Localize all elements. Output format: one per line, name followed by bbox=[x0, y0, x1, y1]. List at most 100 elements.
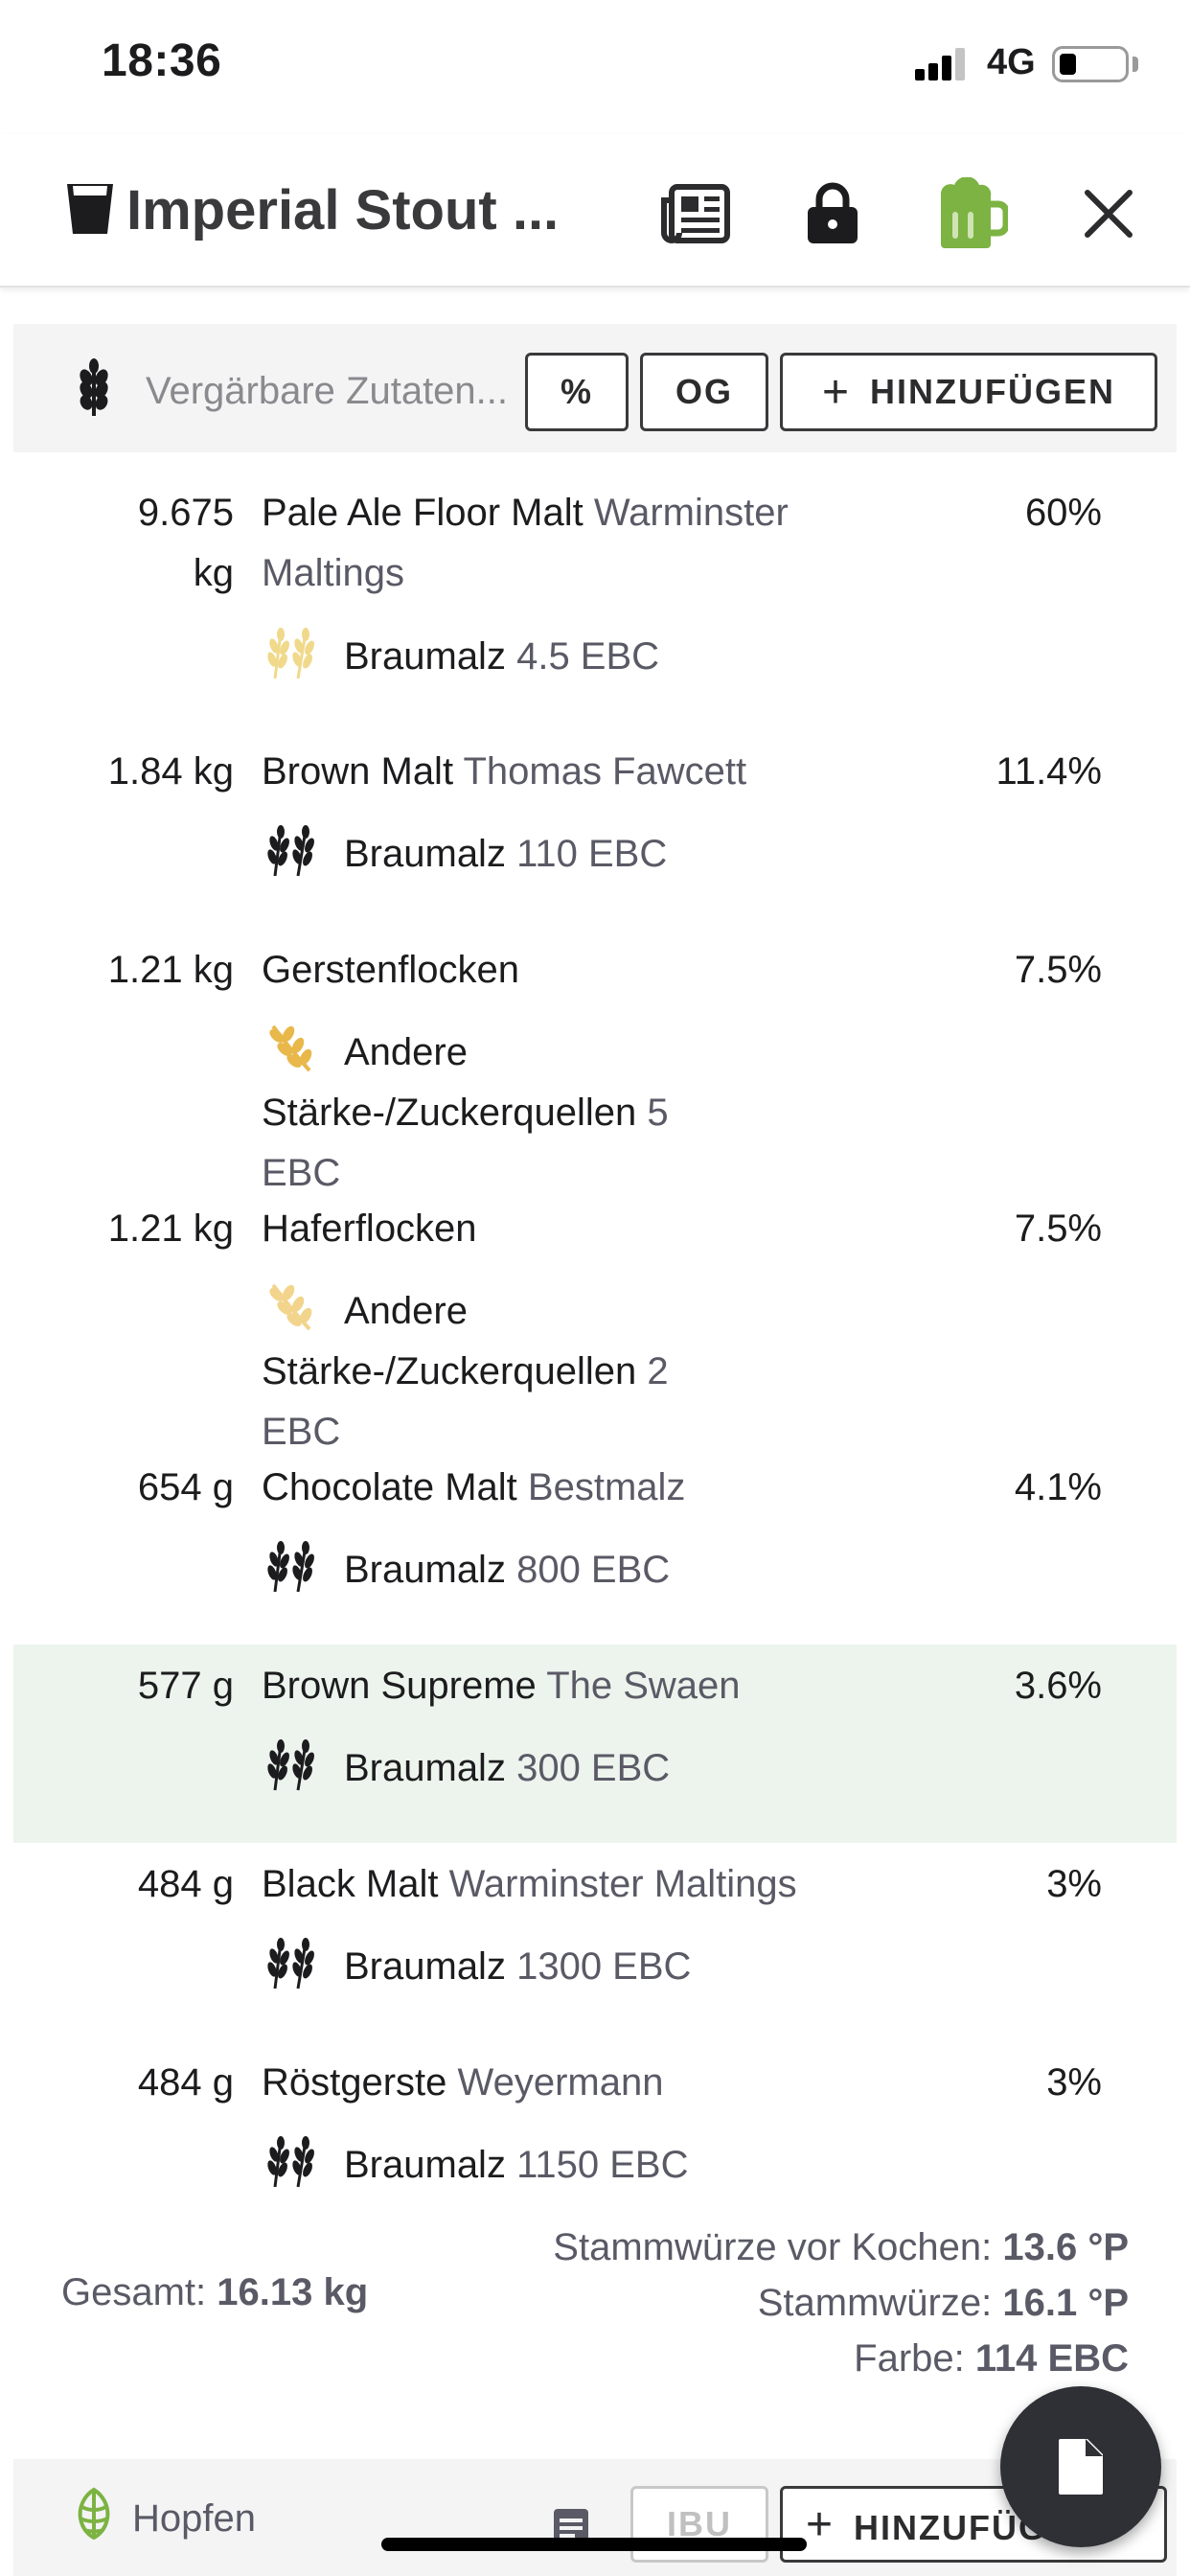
lock-button[interactable] bbox=[790, 171, 876, 257]
fermentable-row[interactable]: 1.21 kg Haferflocken 7.5% Andere Stärke-… bbox=[0, 1187, 1190, 1453]
fermentable-type: Braumalz bbox=[344, 1747, 506, 1789]
fermentable-type: Braumalz bbox=[344, 1945, 506, 1988]
fermentable-name-line: Black Malt Warminster Maltings bbox=[262, 1854, 856, 1915]
fermentable-percent: 7.5% bbox=[1014, 1208, 1102, 1250]
battery-tip bbox=[1133, 57, 1138, 72]
brew-button[interactable] bbox=[927, 171, 1014, 257]
fermentable-row[interactable]: 9.675 kg Pale Ale Floor Malt Warminster M… bbox=[0, 472, 1190, 730]
gravity-summary: Stammwürze vor Kochen: 13.6 °P Stammwürz… bbox=[553, 2220, 1129, 2386]
total-label: Gesamt: bbox=[61, 2271, 207, 2313]
fermentable-color: 800 EBC bbox=[516, 1549, 671, 1591]
close-button[interactable] bbox=[1065, 171, 1152, 257]
network-type: 4G bbox=[987, 42, 1036, 82]
ibu-button[interactable]: IBU bbox=[630, 2486, 768, 2563]
fermentable-amount: 654 g bbox=[137, 1466, 234, 1508]
fermentable-supplier: Thomas Fawcett bbox=[463, 750, 747, 793]
fermentable-row[interactable]: 484 g Röstgerste Weyermann 3% bbox=[0, 2041, 1190, 2233]
fermentable-color: 1300 EBC bbox=[516, 1945, 692, 1988]
plus-icon: + bbox=[806, 2498, 834, 2550]
fermentable-row[interactable]: 484 g Black Malt Warminster Maltings 3% bbox=[0, 1843, 1190, 2041]
fermentable-color: 110 EBC bbox=[516, 833, 668, 875]
fermentable-name-line: Brown Malt Thomas Fawcett bbox=[262, 742, 856, 802]
fermentable-amount: 9.675 kg bbox=[137, 492, 234, 594]
pre-boil-value: 13.6 °P bbox=[1002, 2226, 1129, 2268]
fermentable-amount: 484 g bbox=[137, 2061, 234, 2104]
fermentable-name-line: Brown Supreme The Swaen bbox=[262, 1656, 856, 1716]
fermentable-type-line: Braumalz 1300 EBC bbox=[262, 1935, 856, 1997]
pre-boil-label: Stammwürze vor Kochen: bbox=[553, 2226, 993, 2268]
fermentable-type-line: Braumalz 300 EBC bbox=[262, 1736, 856, 1799]
battery-icon bbox=[1052, 46, 1129, 82]
document-fab[interactable] bbox=[1000, 2386, 1161, 2547]
fermentable-row[interactable]: 654 g Chocolate Malt Bestmalz 4.1% bbox=[0, 1446, 1190, 1644]
fermentable-percent: 7.5% bbox=[1014, 949, 1102, 991]
fermentable-row[interactable]: 1.84 kg Brown Malt Thomas Fawcett 11.4% bbox=[0, 730, 1190, 929]
fermentable-percent: 11.4% bbox=[995, 750, 1102, 793]
lock-icon bbox=[808, 182, 858, 243]
fermentable-color: 300 EBC bbox=[516, 1747, 671, 1789]
fermentable-supplier: Warminster Maltings bbox=[448, 1863, 797, 1905]
document-icon bbox=[1059, 2439, 1103, 2495]
wheat-dark-icon bbox=[267, 1541, 314, 1593]
notes-button[interactable] bbox=[652, 171, 738, 257]
percent-button[interactable]: % bbox=[525, 353, 629, 431]
recipe-title[interactable]: Imperial Stout ... bbox=[126, 179, 560, 242]
wheat-dark-icon bbox=[267, 1938, 314, 1990]
fermentable-name: Haferflocken bbox=[262, 1208, 477, 1250]
fermentable-percent: 60% bbox=[1024, 492, 1102, 534]
app-bar: Imperial Stout ... bbox=[0, 134, 1190, 288]
fermentable-type-line: Braumalz 4.5 EBC bbox=[262, 625, 856, 687]
fermentable-type: Braumalz bbox=[344, 833, 506, 875]
fermentable-amount: 1.21 kg bbox=[107, 949, 234, 991]
hop-icon bbox=[78, 2487, 110, 2540]
fermentable-type-line: Braumalz 110 EBC bbox=[262, 822, 856, 885]
fermentable-name-line: Haferflocken bbox=[262, 1199, 856, 1259]
fermentable-type-line: Andere Stärke-/Zuckerquellen 2 EBC bbox=[262, 1279, 702, 1462]
fermentable-supplier: Weyermann bbox=[457, 2061, 664, 2104]
fermentables-toolbar: % OG + HINZUFÜGEN bbox=[13, 324, 1177, 452]
fermentable-amount: 1.21 kg bbox=[107, 1208, 234, 1250]
close-icon bbox=[1085, 190, 1133, 238]
fermentable-name: Brown Malt bbox=[262, 750, 454, 793]
fermentable-color: 4.5 EBC bbox=[516, 635, 660, 678]
og-button[interactable]: OG bbox=[640, 353, 768, 431]
fermentable-name-line: Röstgerste Weyermann bbox=[262, 2053, 856, 2113]
wheat-pale-icon bbox=[267, 628, 314, 679]
fermentable-name-line: Gerstenflocken bbox=[262, 940, 856, 1000]
color-label: Farbe: bbox=[854, 2337, 965, 2380]
wheat-dark-icon bbox=[267, 825, 314, 877]
wheat-dark-icon bbox=[267, 1739, 314, 1791]
add-fermentable-button[interactable]: + HINZUFÜGEN bbox=[780, 353, 1157, 431]
fermentable-type: Braumalz bbox=[344, 1549, 506, 1591]
fermentable-row[interactable]: 1.21 kg Gerstenflocken 7.5% Andere Stärk… bbox=[0, 929, 1190, 1194]
fermentable-type-line: Andere Stärke-/Zuckerquellen 5 EBC bbox=[262, 1021, 702, 1204]
fermentable-color: 5 EBC bbox=[262, 1092, 669, 1194]
fermentable-type: Braumalz bbox=[344, 635, 506, 678]
fermentable-supplier: The Swaen bbox=[546, 1665, 741, 1707]
fermentable-type-line: Braumalz 800 EBC bbox=[262, 1538, 856, 1600]
fermentable-name: Chocolate Malt bbox=[262, 1466, 517, 1508]
wheat-icon bbox=[80, 358, 108, 416]
pre-boil-gravity: Stammwürze vor Kochen: 13.6 °P bbox=[553, 2220, 1129, 2275]
fermentable-name: Gerstenflocken bbox=[262, 949, 520, 991]
fermentable-supplier: Warminster Maltings bbox=[262, 492, 789, 594]
signal-icon bbox=[915, 48, 973, 80]
fermentable-amount: 577 g bbox=[137, 1665, 234, 1707]
beer-glass-icon bbox=[67, 184, 113, 234]
fermentable-percent: 3% bbox=[1046, 2061, 1102, 2104]
grain-sprig-icon bbox=[269, 1024, 312, 1072]
fermentable-row-selected[interactable]: 577 g Brown Supreme The Swaen 3.6% bbox=[13, 1644, 1177, 1843]
fermentable-name: Brown Supreme bbox=[262, 1665, 537, 1707]
add-fermentable-label: HINZUFÜGEN bbox=[870, 372, 1116, 411]
fermentable-percent: 3% bbox=[1046, 1863, 1102, 1905]
original-gravity: Stammwürze: 16.1 °P bbox=[553, 2275, 1129, 2331]
fermentable-color: 2 EBC bbox=[262, 1350, 669, 1453]
fermentable-color: 1150 EBC bbox=[516, 2144, 689, 2186]
fermentable-name: Röstgerste bbox=[262, 2061, 447, 2104]
grain-sprig-icon bbox=[269, 1283, 312, 1331]
fermentable-search-input[interactable] bbox=[146, 364, 519, 418]
fermentable-percent: 4.1% bbox=[1014, 1466, 1102, 1508]
fermentable-name-line: Pale Ale Floor Malt Warminster Maltings bbox=[262, 483, 856, 604]
fermentable-percent: 3.6% bbox=[1014, 1665, 1102, 1707]
fermentable-type: Braumalz bbox=[344, 2144, 506, 2186]
